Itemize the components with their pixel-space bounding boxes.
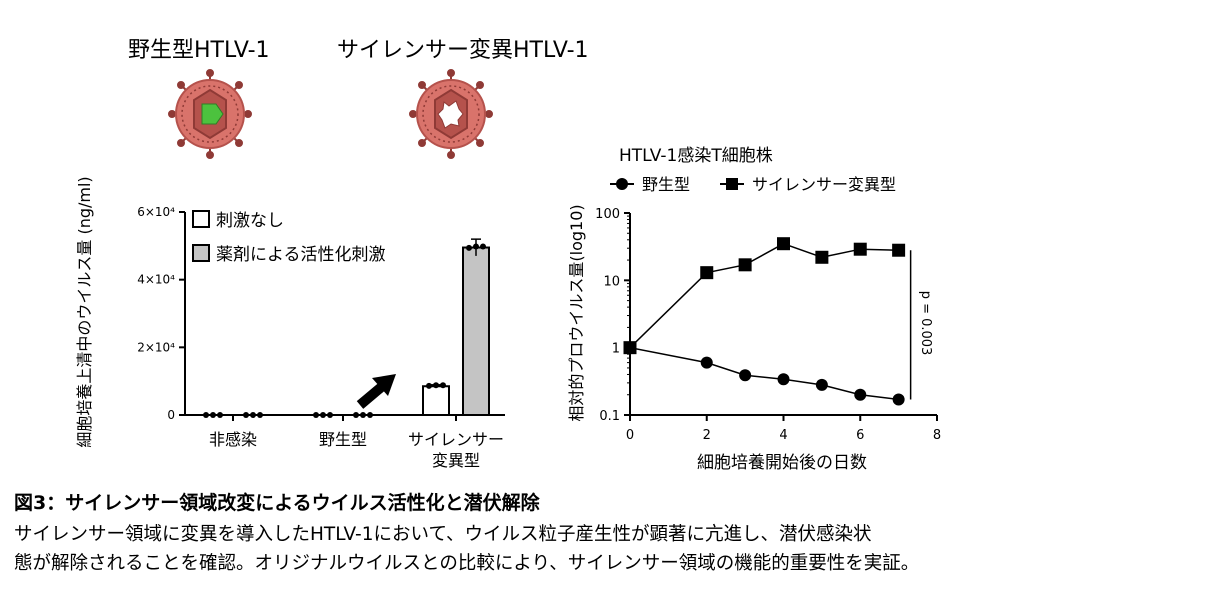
line-x-tick-label: 8 xyxy=(933,428,941,443)
figure-caption-line-2: 態が解除されることを確認。オリジナルウイルスとの比較により、サイレンサー領域の機… xyxy=(14,553,920,574)
figure-caption-title: 図3：サイレンサー領域改変によるウイルス活性化と潜伏解除 xyxy=(14,492,540,514)
bar-y-tick-label: 2×10⁴ xyxy=(137,340,175,354)
line-y-tick-label: 0.1 xyxy=(599,409,620,424)
bar-dot xyxy=(440,382,446,389)
data-point xyxy=(815,378,828,391)
bar-y-tick-label: 0 xyxy=(167,408,175,422)
data-point xyxy=(738,258,752,272)
legend-label-wild: 野生型 xyxy=(642,175,690,194)
line-y-tick-label: 1 xyxy=(612,342,620,357)
line-y-tick-label: 10 xyxy=(603,274,620,289)
bar xyxy=(462,246,490,416)
legend-marker-wild xyxy=(616,178,628,190)
mutant-virus-icon xyxy=(409,69,493,159)
data-point xyxy=(854,388,867,401)
line-x-tick-label: 6 xyxy=(856,428,864,443)
data-point xyxy=(892,393,905,406)
data-point xyxy=(700,266,714,280)
line-legend: 野生型 サイレンサー変異型 xyxy=(610,175,896,194)
bar-dot xyxy=(466,244,472,251)
bar-dot xyxy=(367,412,373,418)
legend-swatch-drug xyxy=(192,244,210,262)
bar-dot xyxy=(480,243,486,250)
bar-y-tick-label: 4×10⁴ xyxy=(137,273,175,287)
data-point xyxy=(777,237,790,251)
figure-caption-line-1: サイレンサー領域に変異を導入したHTLV-1において、ウイルス粒子産生性が顕著に… xyxy=(14,524,872,545)
bar-dot xyxy=(353,412,359,418)
legend-swatch-no-stim xyxy=(192,210,210,228)
bar-dot xyxy=(433,382,439,389)
bar-dot xyxy=(250,412,256,418)
bar-dot xyxy=(360,412,366,418)
data-point xyxy=(623,341,637,355)
bar-dot xyxy=(257,412,263,418)
bar-dot xyxy=(320,412,326,418)
mutant-virus-label: サイレンサー変異HTLV-1 xyxy=(337,38,589,63)
data-point xyxy=(777,373,790,386)
arrow-icon xyxy=(356,374,396,409)
series-line xyxy=(629,242,899,349)
line-chart-title: HTLV-1感染T細胞株 xyxy=(619,146,773,166)
wild-virus-icon xyxy=(168,69,252,159)
legend-label-drug: 薬剤による活性化刺激 xyxy=(216,245,386,265)
data-point xyxy=(700,356,713,369)
data-point xyxy=(815,250,829,264)
legend-label-no-stim: 刺激なし xyxy=(216,211,284,231)
data-point xyxy=(739,369,752,382)
line-chart-xlabel: 細胞培養開始後の日数 xyxy=(697,453,867,473)
line-x-tick-label: 4 xyxy=(779,428,787,443)
data-point xyxy=(853,242,867,256)
bar xyxy=(422,385,450,417)
p-value-annotation: p = 0.003 xyxy=(918,291,933,356)
bar-legend: 刺激なし 薬剤による活性化刺激 xyxy=(192,210,422,270)
bar-x-tick-label: 非感染 xyxy=(209,430,257,449)
bar-dot xyxy=(210,412,216,418)
wild-virus-label: 野生型HTLV-1 xyxy=(128,38,270,63)
bar-dot xyxy=(313,412,319,418)
bar-dot xyxy=(473,243,479,250)
line-chart: HTLV-1感染T細胞株 野生型 サイレンサー変異型 0.1 1 10 100 0 2 4 6… xyxy=(567,146,941,473)
bar-dot xyxy=(217,412,223,418)
line-x-tick-label: 2 xyxy=(703,428,711,443)
bar-dot xyxy=(203,412,209,418)
bar-chart: 0 2×10⁴ 4×10⁴ 6×10⁴ 非感染 野生型 サイレンサー変異型 細胞培養上清中の… xyxy=(75,176,505,470)
bar-chart-ylabel: 細胞培養上清中のウイルス量 (ng/ml) xyxy=(75,176,94,447)
data-point xyxy=(892,243,906,257)
legend-marker-mutant xyxy=(726,178,738,190)
bar-x-tick-label: サイレンサー変異型 xyxy=(408,430,504,470)
legend-label-mutant: サイレンサー変異型 xyxy=(752,175,896,194)
line-chart-ylabel: 相対的プロウイルス量(log10) xyxy=(567,204,586,421)
line-y-tick-label: 100 xyxy=(595,207,620,222)
bar-x-tick-label: 野生型 xyxy=(319,430,367,449)
bar-dot xyxy=(426,382,432,389)
bar-dot xyxy=(243,412,249,418)
bar-y-tick-label: 6×10⁴ xyxy=(137,205,175,219)
bar-dot xyxy=(327,412,333,418)
line-x-tick-label: 0 xyxy=(626,428,634,443)
